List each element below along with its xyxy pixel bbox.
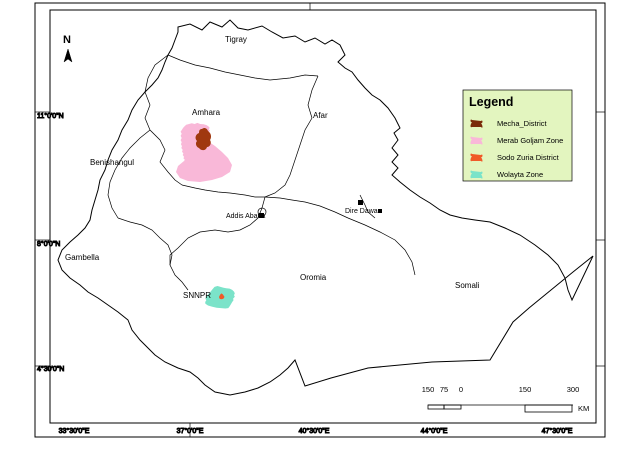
svg-text:Benishangul: Benishangul xyxy=(90,158,134,167)
svg-text:8°0'0"N: 8°0'0"N xyxy=(37,240,60,248)
svg-text:Mecha_District: Mecha_District xyxy=(497,119,548,128)
svg-text:Legend: Legend xyxy=(469,95,513,109)
svg-text:40°30'0"E: 40°30'0"E xyxy=(299,427,330,435)
svg-text:Somali: Somali xyxy=(455,281,480,290)
svg-text:75: 75 xyxy=(440,385,448,394)
svg-text:N: N xyxy=(63,34,71,46)
svg-text:KM: KM xyxy=(578,404,589,413)
svg-text:11°0'0"N: 11°0'0"N xyxy=(37,112,64,120)
svg-text:Oromia: Oromia xyxy=(300,273,327,282)
svg-text:Merab Goljam Zone: Merab Goljam Zone xyxy=(497,136,563,145)
svg-text:33°30'0"E: 33°30'0"E xyxy=(59,427,90,435)
svg-text:4°30'0"N: 4°30'0"N xyxy=(37,365,64,373)
svg-text:Sodo Zuria District: Sodo Zuria District xyxy=(497,153,560,162)
svg-text:Afar: Afar xyxy=(313,111,328,120)
svg-text:150: 150 xyxy=(422,385,435,394)
svg-text:Wolayta Zone: Wolayta Zone xyxy=(497,170,543,179)
svg-text:150: 150 xyxy=(519,385,532,394)
svg-text:37°0'0"E: 37°0'0"E xyxy=(177,427,204,435)
svg-text:SNNPR: SNNPR xyxy=(183,291,211,300)
svg-text:300: 300 xyxy=(567,385,580,394)
svg-text:Gambella: Gambella xyxy=(65,253,100,262)
svg-text:44°0'0"E: 44°0'0"E xyxy=(421,427,448,435)
svg-text:Amhara: Amhara xyxy=(192,108,221,117)
svg-text:0: 0 xyxy=(459,385,463,394)
svg-text:Dire Dawa: Dire Dawa xyxy=(345,208,378,215)
svg-text:Tigray: Tigray xyxy=(225,35,247,44)
svg-text:47°30'0"E: 47°30'0"E xyxy=(542,427,573,435)
